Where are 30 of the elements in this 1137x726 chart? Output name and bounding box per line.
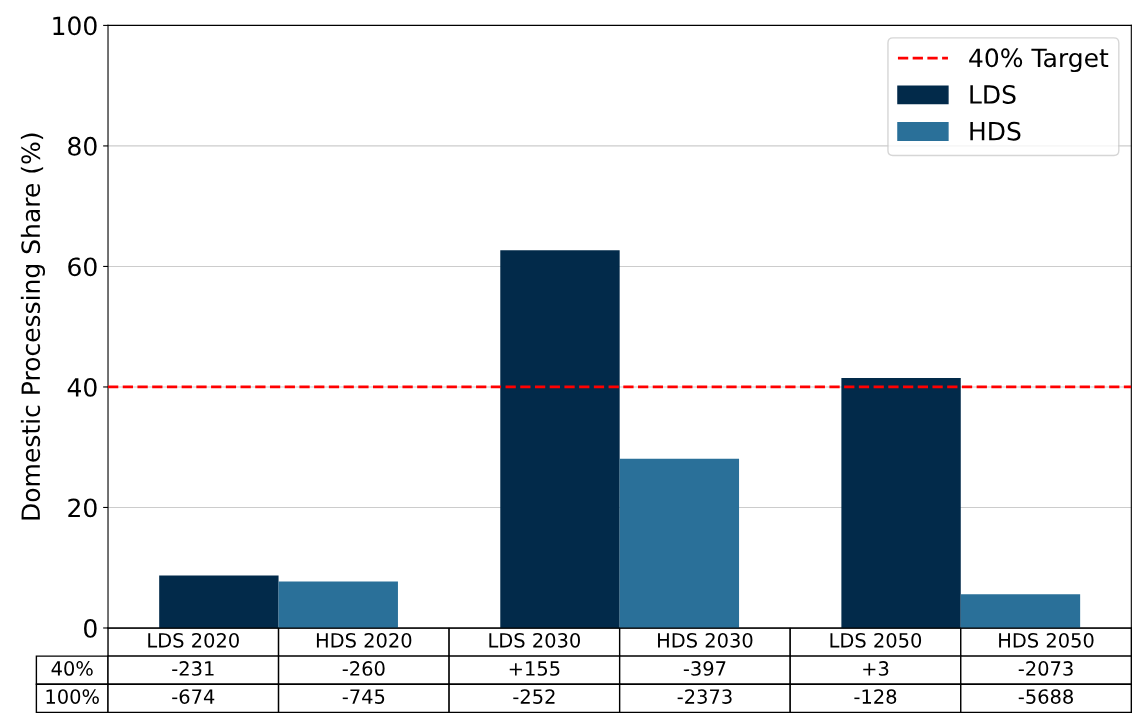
legend-label: HDS xyxy=(970,121,1021,141)
y-tick-label: 80 xyxy=(68,136,97,156)
text: -2373 xyxy=(677,689,732,704)
text: -5688 xyxy=(1018,689,1073,704)
legend-label: LDS xyxy=(970,85,1016,104)
y-tick-label: 60 xyxy=(68,257,97,277)
text: 100% xyxy=(46,689,99,704)
text: LDS 2020 xyxy=(148,632,239,648)
text: -2073 xyxy=(1018,661,1073,676)
text: -260 xyxy=(342,661,385,676)
text: +3 xyxy=(863,661,889,676)
y-tick-label: 40 xyxy=(67,377,97,397)
text: -252 xyxy=(513,689,555,704)
text: 40% xyxy=(51,661,93,676)
text: HDS 2020 xyxy=(316,632,412,648)
text: +155 xyxy=(509,661,560,676)
y-tick-label: 0 xyxy=(84,618,97,638)
text: -231 xyxy=(172,661,214,676)
text: HDS 2050 xyxy=(999,632,1094,648)
text: LDS 2050 xyxy=(830,632,922,648)
legend-label: 40% Target xyxy=(969,48,1109,73)
text: -745 xyxy=(342,689,385,704)
text: -397 xyxy=(683,661,726,676)
text: -128 xyxy=(854,689,897,704)
text: HDS 2030 xyxy=(658,632,753,648)
y-axis-title: Domestic Processing Share (%) xyxy=(20,133,46,520)
y-tick-label: 20 xyxy=(68,498,97,518)
text: LDS 2030 xyxy=(489,632,580,648)
text: -674 xyxy=(172,689,215,704)
y-tick-label: 100 xyxy=(53,16,97,36)
